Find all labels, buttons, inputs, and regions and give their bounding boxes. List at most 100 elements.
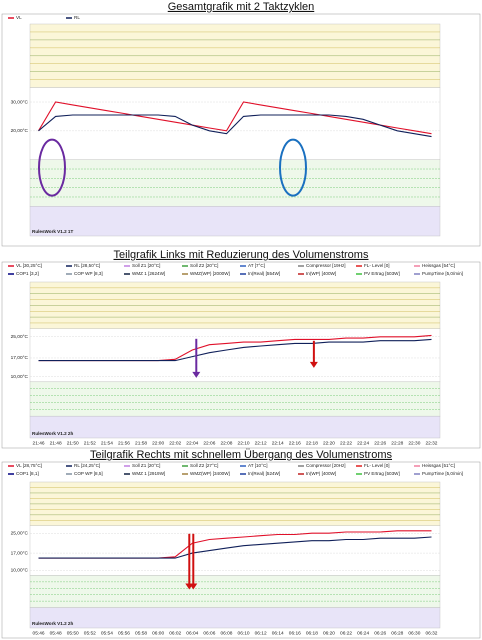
x-tick-label: 05:50 (67, 630, 79, 636)
footer: RulesWork V1.2 1T (32, 229, 73, 234)
legend-label: Compressor [19Hz] (306, 263, 346, 268)
panel-title: Teilgrafik Rechts mit schnellem Übergang… (90, 449, 393, 461)
legend-label: VL (16, 15, 22, 20)
legend-label: VL [28,75°C] (16, 463, 42, 468)
pump-band (29, 607, 441, 629)
x-tick-label: 06:30 (408, 630, 420, 636)
arrow-head (309, 361, 318, 368)
x-tick-label: 06:28 (391, 630, 403, 636)
x-tick-label: 22:16 (289, 440, 301, 446)
x-tick-label: 06:10 (238, 630, 250, 636)
legend-label: Soll Z2 [20°C] (190, 263, 218, 268)
x-tick-label: 06:04 (186, 630, 198, 636)
x-tick-label: 06:32 (425, 630, 437, 636)
x-tick-label: 22:30 (408, 440, 420, 446)
x-tick-label: 22:02 (169, 440, 181, 446)
legend-label: COP WP [8,5] (74, 471, 103, 476)
legend-label: Heissgas [54°C] (422, 263, 455, 268)
x-tick-label: 05:58 (135, 630, 147, 636)
legend-label: In(Real) [524W] (248, 471, 280, 476)
y-tick-label: 10,00°C (11, 568, 29, 574)
legend-label: FL- Level [0] (364, 263, 390, 268)
x-tick-label: 22:06 (203, 440, 215, 446)
legend-label: PumpTime [5,0/min] (422, 471, 463, 476)
x-tick-label: 21:50 (67, 440, 79, 446)
series-line (38, 114, 432, 138)
x-tick-label: 22:04 (186, 440, 198, 446)
y-tick-label: 20,00°C (11, 128, 29, 134)
legend-label: Soll Z1 [20°C] (132, 463, 160, 468)
highlight-ellipse (279, 138, 307, 197)
x-tick-label: 22:14 (272, 440, 284, 446)
x-tick-label: 05:46 (33, 630, 45, 636)
x-tick-label: 22:18 (306, 440, 318, 446)
x-tick-label: 22:20 (323, 440, 335, 446)
legend-label: WMZ 1 [2624W] (132, 271, 165, 276)
legend-label: RL (74, 15, 80, 20)
x-tick-label: 06:24 (357, 630, 369, 636)
legend-label: COP1 [3,2] (16, 271, 39, 276)
x-tick-label: 22:24 (357, 440, 369, 446)
legend-label: RL [24,25°C] (74, 463, 100, 468)
x-tick-label: 22:08 (220, 440, 232, 446)
x-tick-label: 22:26 (374, 440, 386, 446)
x-tick-label: 06:00 (152, 630, 164, 636)
x-tick-label: 06:14 (272, 630, 284, 636)
y-tick-label: 25,00°C (11, 531, 29, 537)
legend-label: Soll Z2 [27°C] (190, 463, 218, 468)
y-tick-label: 30,00°C (11, 99, 29, 105)
temp-area (29, 87, 441, 160)
x-tick-label: 22:28 (391, 440, 403, 446)
legend-label: Heissgas [51°C] (422, 463, 455, 468)
legend-label: COP1 [8,1] (16, 471, 39, 476)
cop-band (29, 159, 441, 207)
series-line (38, 536, 432, 559)
x-tick-label: 05:54 (101, 630, 113, 636)
x-tick-label: 06:06 (203, 630, 215, 636)
panel-title: Teilgrafik Links mit Reduzierung des Vol… (114, 249, 369, 261)
temp-area (29, 525, 441, 576)
x-tick-label: 21:52 (84, 440, 96, 446)
x-tick-label: 05:48 (50, 630, 62, 636)
y-tick-label: 10,00°C (11, 374, 29, 380)
x-tick-label: 21:54 (101, 440, 113, 446)
x-tick-label: 22:22 (340, 440, 352, 446)
cop-band (29, 575, 441, 608)
series-line (38, 101, 432, 135)
legend-label: FL- Level [0] (364, 463, 390, 468)
x-tick-label: 21:48 (50, 440, 62, 446)
legend-label: VL [30,25°C] (16, 263, 42, 268)
y-tick-label: 25,00°C (11, 334, 29, 340)
pump-band (29, 206, 441, 237)
legend-label: AT [10°C] (248, 463, 268, 468)
legend-label: In(WP) [400W] (306, 471, 336, 476)
legend-label: In(WP) [400W] (306, 271, 336, 276)
pump-band (29, 415, 441, 439)
arrow-head (192, 371, 201, 378)
x-tick-label: 21:58 (135, 440, 147, 446)
cop-band (29, 381, 441, 417)
x-tick-label: 06:18 (306, 630, 318, 636)
legend-label: Compressor [20Hz] (306, 463, 346, 468)
x-tick-label: 21:46 (33, 440, 45, 446)
legend-label: PV Ertrag [503W] (364, 271, 400, 276)
legend-label: PumpTime [5,0/min] (422, 271, 463, 276)
legend-label: WMZ(WP) [3400W] (190, 471, 230, 476)
footer: RulesWork V1.2 2h (32, 621, 73, 626)
legend-label: In(Real) [554W] (248, 271, 280, 276)
legend-label: COP WP [8,3] (74, 271, 103, 276)
x-tick-label: 06:02 (169, 630, 181, 636)
legend-label: WMZ(WP) [2000W] (190, 271, 230, 276)
legend-label: RL [28,50°C] (74, 263, 100, 268)
x-tick-label: 06:20 (323, 630, 335, 636)
highlight-ellipse (38, 138, 66, 197)
series-line (38, 338, 432, 362)
x-tick-label: 05:52 (84, 630, 96, 636)
legend-label: AT [7°C] (248, 263, 265, 268)
legend-label: WMZ 1 [2919W] (132, 471, 165, 476)
x-tick-label: 22:10 (238, 440, 250, 446)
x-tick-label: 06:26 (374, 630, 386, 636)
footer: RulesWork V1.2 2h (32, 431, 73, 436)
panel-title: Gesamtgrafik mit 2 Taktzyklen (168, 1, 315, 13)
